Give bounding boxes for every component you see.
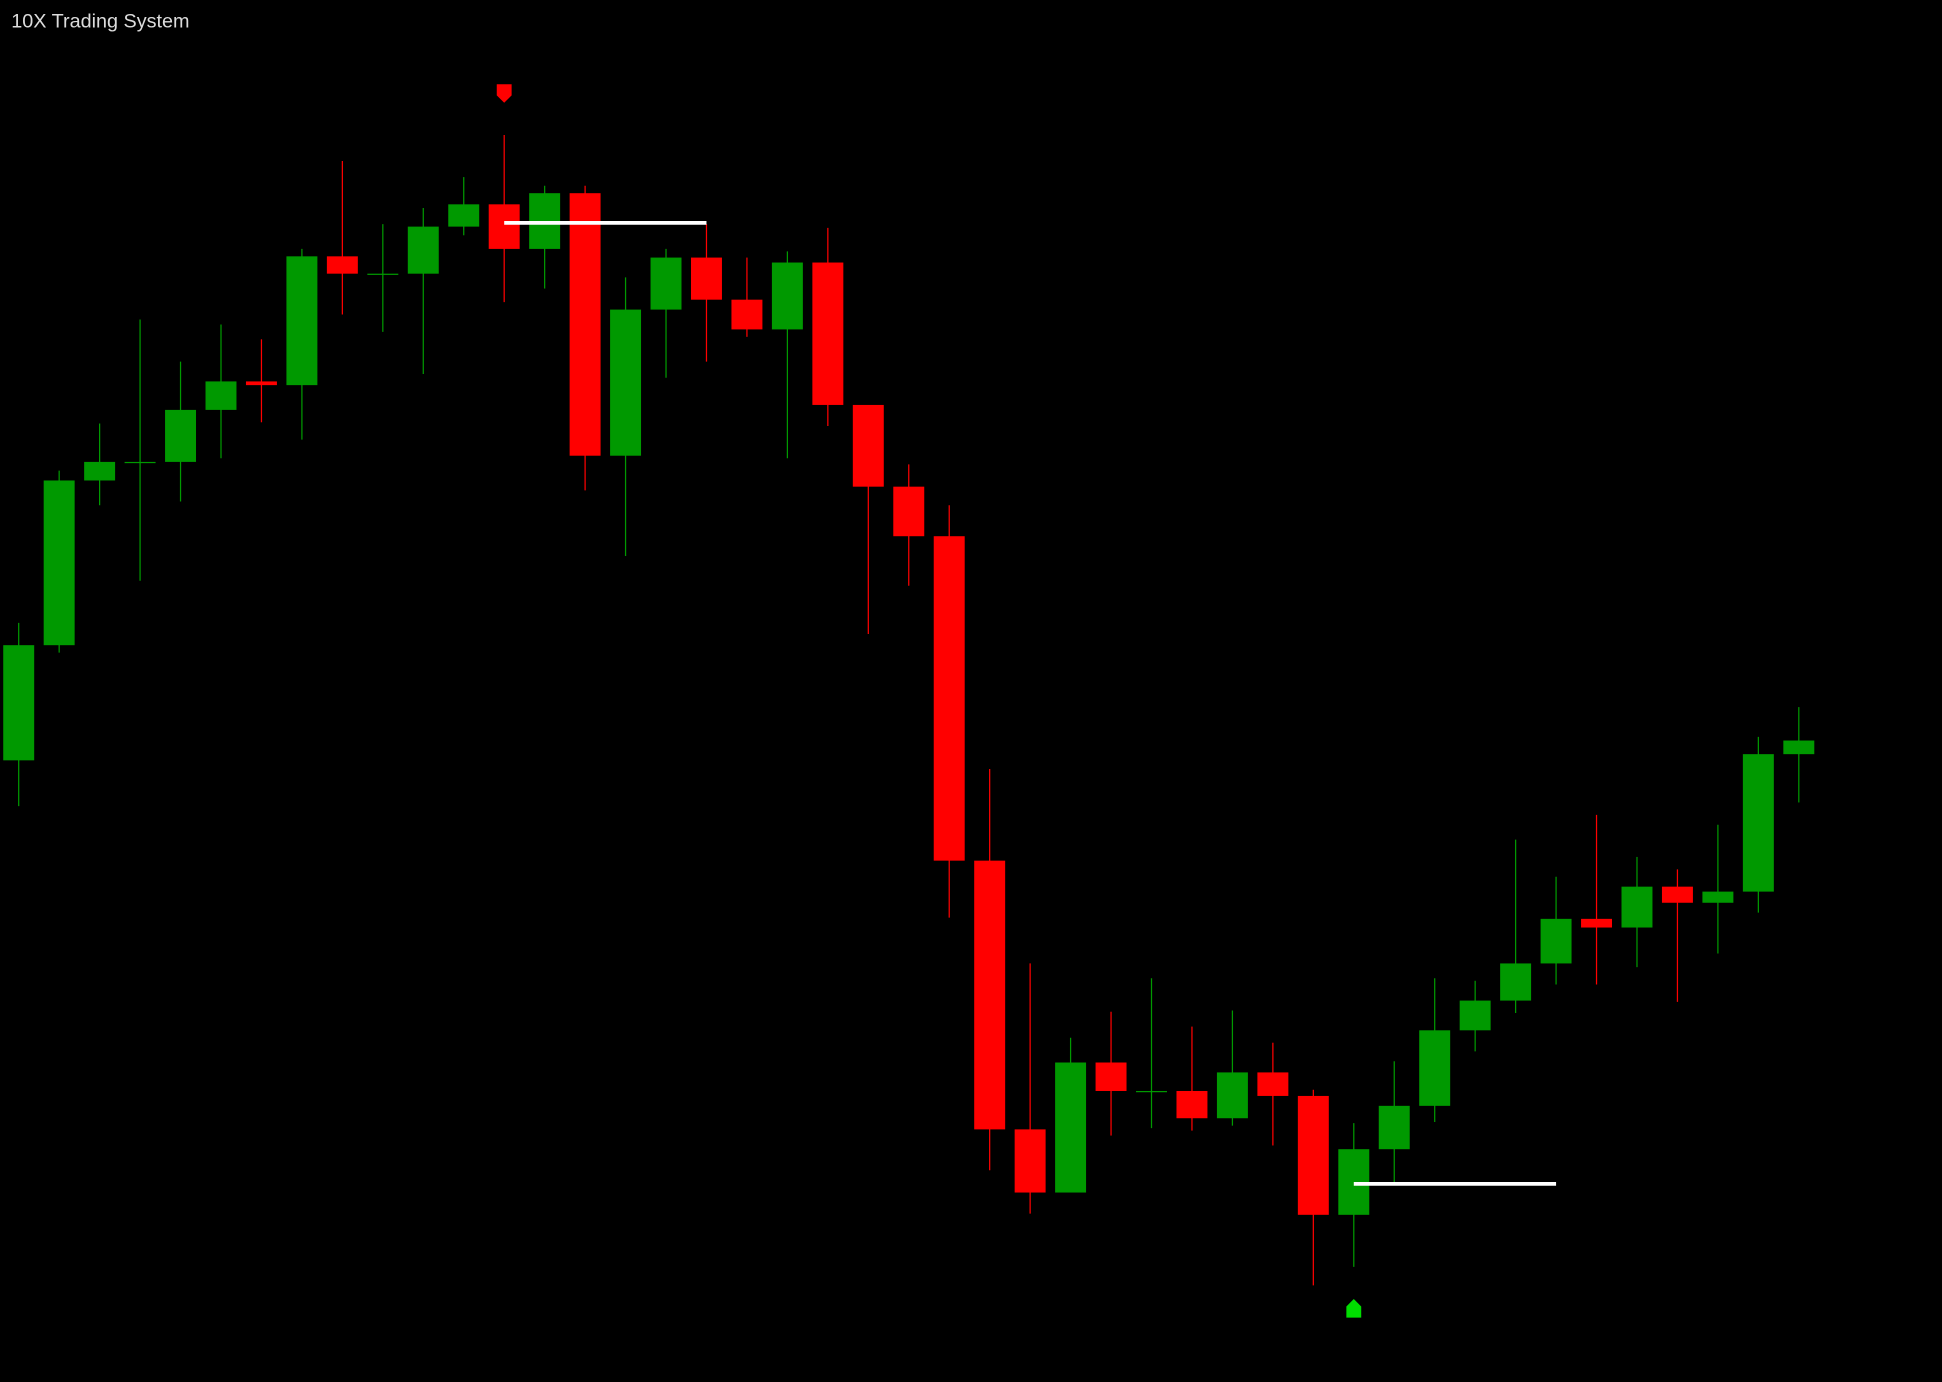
candle-body xyxy=(731,299,763,330)
candle-body xyxy=(610,309,642,456)
candle-body xyxy=(933,536,965,861)
candle-body xyxy=(812,262,844,405)
candle-body xyxy=(488,204,520,249)
candle-body xyxy=(1742,754,1774,892)
candle-body xyxy=(1055,1062,1087,1193)
candle-body xyxy=(1702,891,1734,903)
candle-body xyxy=(205,381,237,410)
candle-body xyxy=(650,257,682,310)
candle-body xyxy=(1581,918,1613,928)
candle-body xyxy=(1459,1000,1491,1031)
candle-body xyxy=(84,461,116,481)
candle-body xyxy=(852,404,884,487)
candle-body xyxy=(1783,740,1815,755)
candle-body xyxy=(1621,886,1653,928)
candle-body xyxy=(1378,1105,1410,1150)
candle-body xyxy=(367,273,399,275)
candle-body xyxy=(893,486,925,537)
candle-body xyxy=(1176,1090,1208,1119)
candle-body xyxy=(407,226,439,274)
candle-body xyxy=(569,193,601,456)
sell-signal xyxy=(496,84,512,103)
candle-body xyxy=(771,262,803,330)
chart-title: 10X Trading System xyxy=(11,11,189,33)
candle-body xyxy=(690,257,722,300)
candle-body xyxy=(124,461,156,464)
candle-body xyxy=(1257,1072,1289,1096)
candle-body xyxy=(1136,1090,1167,1093)
candle-body xyxy=(165,409,197,462)
candle-body xyxy=(1216,1072,1248,1119)
candle-body xyxy=(448,204,480,227)
candle-body xyxy=(1297,1095,1329,1215)
candle-body xyxy=(1540,918,1572,964)
candle-body xyxy=(326,256,358,274)
candle-body xyxy=(286,256,318,386)
candle-body xyxy=(43,480,75,646)
candle-body xyxy=(1095,1062,1127,1091)
candle-body xyxy=(1661,886,1693,903)
candle-body xyxy=(974,860,1006,1130)
candle-body xyxy=(1419,1030,1451,1106)
candle-body xyxy=(1014,1129,1046,1193)
candle-body xyxy=(3,645,35,761)
candle-body xyxy=(245,381,277,386)
candle-body xyxy=(1500,963,1532,1001)
buy-signal xyxy=(1346,1299,1362,1318)
